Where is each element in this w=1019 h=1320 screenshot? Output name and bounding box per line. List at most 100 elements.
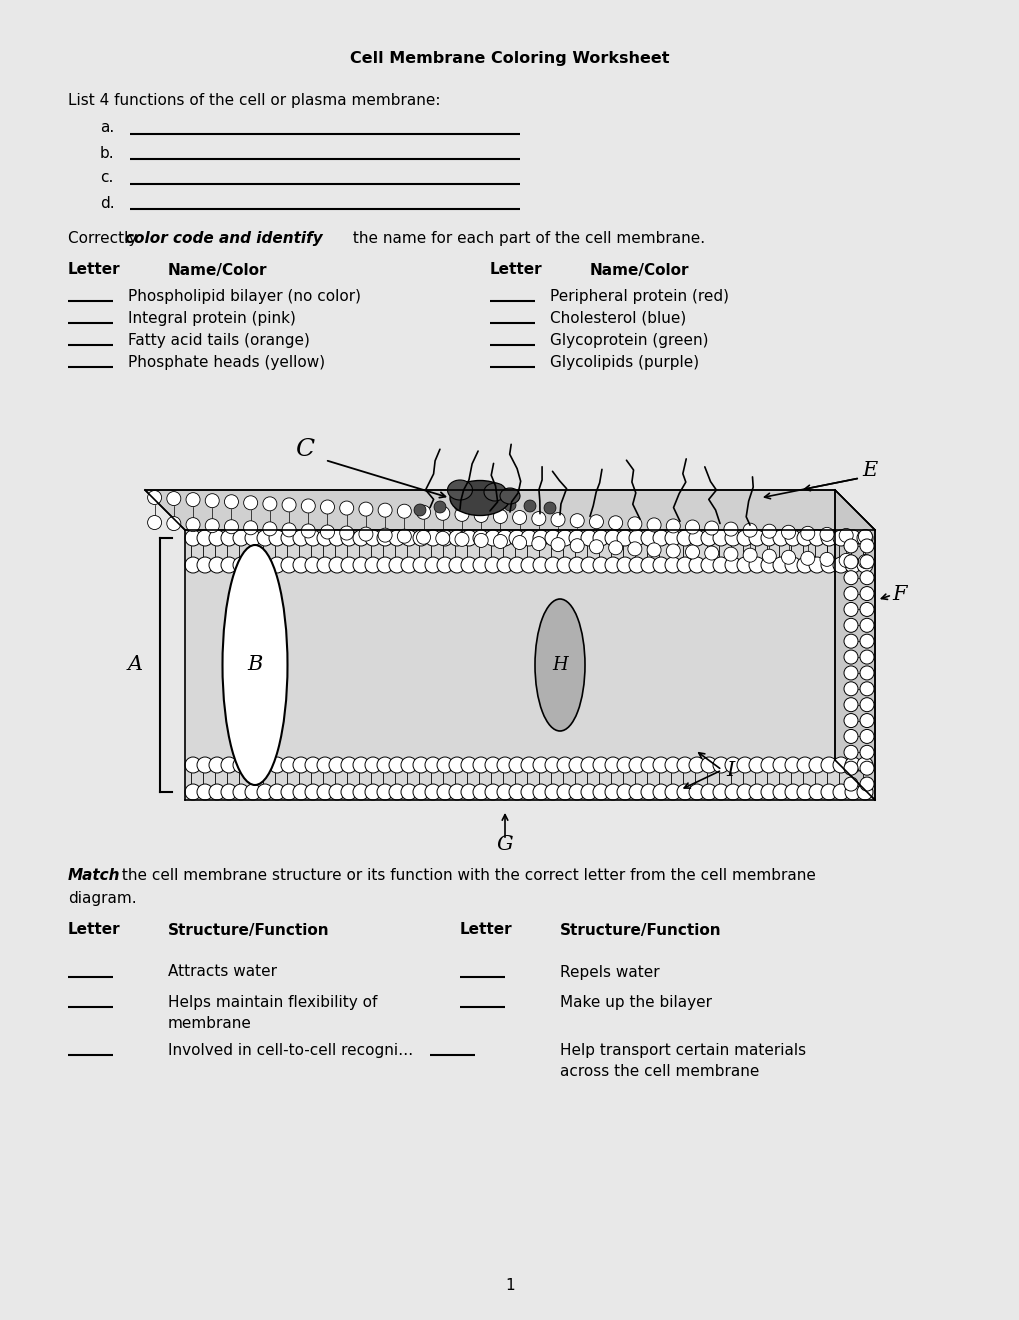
Circle shape (550, 537, 565, 552)
Text: H: H (551, 656, 568, 675)
Circle shape (737, 531, 752, 546)
Circle shape (858, 554, 871, 569)
Circle shape (448, 557, 465, 573)
Circle shape (652, 756, 668, 774)
Circle shape (197, 784, 213, 800)
Circle shape (461, 784, 477, 800)
Circle shape (388, 557, 405, 573)
Circle shape (269, 557, 284, 573)
Circle shape (340, 531, 357, 546)
Circle shape (533, 784, 548, 800)
Circle shape (400, 784, 417, 800)
Circle shape (858, 529, 871, 544)
Circle shape (737, 756, 752, 774)
Circle shape (700, 557, 716, 573)
Circle shape (725, 756, 740, 774)
Circle shape (245, 784, 261, 800)
Circle shape (263, 521, 276, 536)
Circle shape (581, 756, 596, 774)
Circle shape (833, 557, 848, 573)
Circle shape (280, 531, 297, 546)
Circle shape (184, 531, 201, 546)
Circle shape (859, 762, 873, 775)
Circle shape (781, 525, 795, 540)
Circle shape (425, 784, 440, 800)
Text: Cholesterol (blue): Cholesterol (blue) (549, 310, 686, 326)
Circle shape (652, 784, 668, 800)
Ellipse shape (499, 488, 520, 504)
Circle shape (748, 557, 764, 573)
Ellipse shape (449, 480, 510, 516)
Circle shape (245, 531, 261, 546)
Circle shape (844, 784, 860, 800)
Circle shape (725, 557, 740, 573)
Circle shape (377, 756, 392, 774)
Text: A: A (127, 656, 143, 675)
Circle shape (513, 511, 526, 524)
Circle shape (263, 496, 276, 511)
Text: b.: b. (100, 145, 114, 161)
Circle shape (185, 517, 200, 532)
Circle shape (665, 519, 680, 533)
Circle shape (556, 756, 573, 774)
Circle shape (760, 557, 776, 573)
Circle shape (859, 682, 873, 696)
Circle shape (843, 746, 857, 759)
Circle shape (353, 557, 369, 573)
Circle shape (550, 512, 565, 527)
Text: G: G (496, 836, 513, 854)
Circle shape (856, 557, 872, 573)
Circle shape (772, 531, 789, 546)
Text: the cell membrane structure or its function with the correct letter from the cel: the cell membrane structure or its funct… (117, 869, 815, 883)
Circle shape (508, 756, 525, 774)
Circle shape (781, 550, 795, 564)
Text: d.: d. (100, 195, 114, 210)
Circle shape (652, 557, 668, 573)
Circle shape (365, 756, 381, 774)
Circle shape (320, 525, 334, 539)
Circle shape (569, 557, 585, 573)
Circle shape (652, 531, 668, 546)
Circle shape (461, 531, 477, 546)
Circle shape (524, 500, 535, 512)
Circle shape (820, 531, 837, 546)
Circle shape (859, 586, 873, 601)
Circle shape (859, 714, 873, 727)
Circle shape (425, 756, 440, 774)
Circle shape (436, 784, 452, 800)
Circle shape (340, 557, 357, 573)
Circle shape (533, 756, 548, 774)
Circle shape (800, 527, 814, 540)
Polygon shape (145, 490, 874, 531)
Circle shape (365, 784, 381, 800)
Text: 1: 1 (504, 1278, 515, 1292)
Bar (184, 531, 874, 800)
Circle shape (245, 756, 261, 774)
Text: Letter: Letter (68, 923, 120, 937)
Circle shape (604, 557, 621, 573)
Circle shape (484, 756, 500, 774)
Text: Glycolipids (purple): Glycolipids (purple) (549, 355, 698, 370)
Circle shape (148, 516, 161, 529)
Text: Name/Color: Name/Color (168, 263, 267, 277)
Circle shape (761, 524, 775, 539)
Circle shape (569, 756, 585, 774)
Circle shape (521, 557, 536, 573)
Circle shape (305, 784, 321, 800)
Circle shape (677, 784, 692, 800)
Text: Phosphate heads (yellow): Phosphate heads (yellow) (127, 355, 325, 370)
Circle shape (592, 784, 608, 800)
Circle shape (743, 548, 756, 562)
Circle shape (843, 665, 857, 680)
Circle shape (378, 528, 391, 543)
Circle shape (859, 730, 873, 743)
Circle shape (232, 784, 249, 800)
Circle shape (232, 756, 249, 774)
Circle shape (544, 531, 560, 546)
Circle shape (269, 756, 284, 774)
Circle shape (197, 756, 213, 774)
Circle shape (725, 784, 740, 800)
Circle shape (436, 531, 452, 546)
Circle shape (377, 784, 392, 800)
Circle shape (856, 531, 872, 546)
